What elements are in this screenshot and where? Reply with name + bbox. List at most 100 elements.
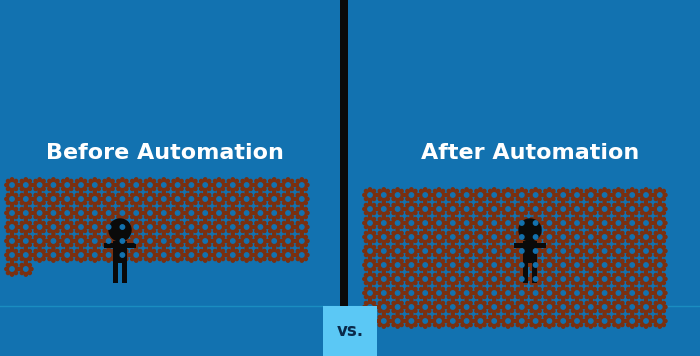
Circle shape — [517, 218, 526, 228]
Circle shape — [483, 218, 486, 221]
Circle shape — [218, 234, 220, 237]
Circle shape — [382, 263, 386, 267]
Circle shape — [510, 253, 514, 257]
Circle shape — [69, 208, 73, 211]
Circle shape — [368, 227, 372, 230]
Circle shape — [657, 193, 662, 197]
Circle shape — [547, 207, 552, 211]
Circle shape — [363, 193, 366, 197]
Circle shape — [617, 258, 620, 261]
Circle shape — [127, 225, 130, 229]
Circle shape — [97, 201, 100, 205]
Circle shape — [455, 253, 458, 257]
Circle shape — [621, 253, 624, 257]
Circle shape — [455, 189, 458, 193]
Circle shape — [561, 283, 565, 286]
Circle shape — [378, 260, 382, 263]
Circle shape — [616, 305, 621, 309]
Circle shape — [127, 211, 130, 215]
Circle shape — [372, 211, 376, 215]
Circle shape — [424, 283, 427, 286]
Circle shape — [218, 192, 220, 195]
Circle shape — [503, 274, 513, 284]
Circle shape — [388, 263, 391, 267]
Circle shape — [483, 323, 486, 326]
Circle shape — [581, 305, 584, 309]
Circle shape — [534, 213, 537, 216]
Circle shape — [410, 325, 413, 328]
Circle shape — [478, 221, 482, 225]
Circle shape — [641, 274, 651, 284]
Circle shape — [402, 193, 405, 197]
Circle shape — [626, 211, 630, 215]
Circle shape — [235, 208, 239, 211]
Circle shape — [415, 208, 419, 211]
Circle shape — [204, 178, 206, 181]
Circle shape — [66, 192, 69, 195]
Circle shape — [489, 323, 492, 326]
Circle shape — [368, 202, 372, 205]
Circle shape — [492, 207, 496, 211]
Circle shape — [28, 235, 32, 239]
Circle shape — [6, 229, 10, 232]
Circle shape — [520, 314, 524, 317]
Circle shape — [396, 300, 399, 303]
Circle shape — [455, 295, 458, 299]
Circle shape — [99, 239, 102, 242]
Circle shape — [428, 273, 430, 277]
Circle shape — [584, 193, 587, 197]
Circle shape — [10, 248, 13, 251]
Circle shape — [286, 248, 290, 251]
Circle shape — [631, 325, 634, 328]
Circle shape — [443, 208, 446, 211]
Circle shape — [595, 263, 598, 267]
Circle shape — [593, 218, 596, 221]
Circle shape — [530, 211, 533, 215]
Circle shape — [30, 239, 33, 242]
Circle shape — [654, 323, 657, 326]
Circle shape — [382, 213, 386, 216]
Circle shape — [478, 207, 482, 211]
Circle shape — [585, 245, 589, 248]
Circle shape — [407, 246, 416, 256]
Circle shape — [245, 259, 248, 262]
Circle shape — [62, 180, 72, 190]
Circle shape — [558, 295, 561, 299]
Circle shape — [603, 221, 607, 225]
Circle shape — [286, 197, 290, 201]
Circle shape — [228, 180, 237, 190]
Circle shape — [127, 239, 130, 242]
Circle shape — [465, 286, 468, 289]
Circle shape — [648, 189, 652, 193]
Circle shape — [410, 283, 413, 286]
Circle shape — [635, 302, 638, 305]
Circle shape — [558, 323, 561, 326]
Circle shape — [400, 245, 403, 248]
Circle shape — [176, 259, 179, 262]
Circle shape — [516, 239, 519, 242]
Circle shape — [650, 263, 653, 267]
Circle shape — [586, 204, 596, 214]
Circle shape — [433, 211, 437, 215]
Circle shape — [489, 253, 492, 257]
Circle shape — [558, 267, 561, 271]
Circle shape — [153, 244, 155, 247]
Circle shape — [533, 207, 538, 211]
Circle shape — [584, 221, 587, 225]
Circle shape — [558, 309, 561, 313]
Circle shape — [446, 305, 449, 309]
Circle shape — [245, 245, 248, 248]
Circle shape — [186, 257, 189, 261]
Circle shape — [180, 257, 183, 261]
Circle shape — [125, 179, 128, 183]
Circle shape — [214, 208, 216, 211]
Circle shape — [368, 311, 372, 314]
Circle shape — [272, 206, 276, 209]
Circle shape — [374, 208, 377, 211]
Circle shape — [71, 225, 74, 229]
Circle shape — [448, 260, 458, 270]
Circle shape — [428, 267, 430, 271]
Circle shape — [259, 259, 262, 262]
Circle shape — [572, 302, 582, 312]
Circle shape — [558, 239, 561, 242]
